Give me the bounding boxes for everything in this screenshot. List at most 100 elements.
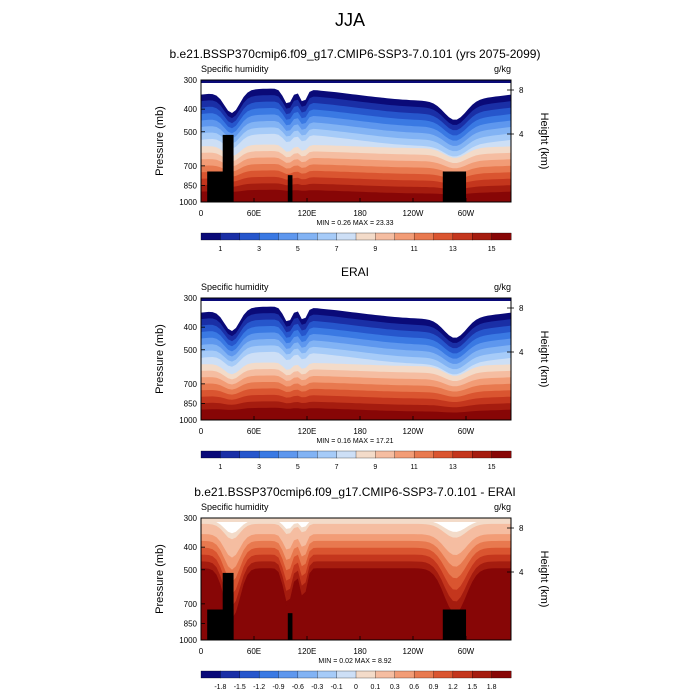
y-tick-label: 1000	[179, 198, 197, 207]
colorbar-swatch	[317, 670, 338, 679]
panel-title: b.e21.BSSP370cmip6.f09_g17.CMIP6-SSP3-7.…	[194, 485, 516, 499]
colorbar-swatch	[220, 232, 241, 241]
colorbar-swatch	[394, 232, 415, 241]
y2-tick-label: 4	[519, 348, 524, 357]
colorbar-swatch	[297, 450, 318, 459]
x-tick-label: 0	[199, 427, 204, 436]
colorbar-label: 5	[296, 246, 300, 253]
y-tick-label: 850	[184, 620, 198, 629]
colorbar-label: -1.8	[214, 684, 226, 691]
x-tick-label: 120W	[403, 427, 424, 436]
terrain-mask	[287, 175, 293, 202]
variable-label: Specific humidity	[201, 64, 269, 74]
y2-tick-label: 8	[519, 86, 524, 95]
colorbar-swatch	[375, 450, 396, 459]
colorbar-swatch	[472, 450, 493, 459]
y-tick-label: 400	[184, 543, 198, 552]
colorbar-label: -1.2	[253, 684, 265, 691]
y-tick-label: 500	[184, 566, 198, 575]
colorbar-label: 0.6	[409, 684, 419, 691]
x-tick-label: 0	[199, 647, 204, 656]
colorbar-label: -0.1	[331, 684, 343, 691]
contour-field	[201, 298, 511, 420]
colorbar-label: 13	[449, 246, 457, 253]
y-axis-label: Pressure (mb)	[154, 324, 166, 394]
panel-title: b.e21.BSSP370cmip6.f09_g17.CMIP6-SSP3-7.…	[170, 47, 541, 61]
colorbar-label: 9	[373, 246, 377, 253]
y-tick-label: 300	[184, 294, 198, 303]
colorbar-swatch	[355, 670, 376, 679]
colorbar-swatch	[433, 450, 454, 459]
y2-tick-label: 4	[519, 568, 524, 577]
colorbar-swatch	[200, 450, 221, 459]
colorbar-swatch	[317, 232, 338, 241]
y-tick-label: 1000	[179, 636, 197, 645]
y-tick-label: 850	[184, 182, 198, 191]
colorbar-swatch	[491, 450, 512, 459]
y2-axis-label: Height (km)	[538, 551, 550, 608]
colorbar-swatch	[394, 670, 415, 679]
contour-band	[201, 189, 511, 202]
colorbar-swatch	[258, 670, 279, 679]
y2-tick-label: 4	[519, 130, 524, 139]
colorbar-swatch	[239, 450, 260, 459]
contour-field	[201, 518, 511, 640]
colorbar-swatch	[375, 670, 396, 679]
colorbar: -1.8 -1.5 -1.2 -0.9 -0.6 -0.3 -0.1 0 0.1 0.3 0.6 0.…	[200, 670, 512, 691]
colorbar-swatch	[452, 450, 473, 459]
colorbar-swatch	[413, 450, 434, 459]
min-max-stats: MIN = 0.26 MAX = 23.33	[316, 220, 393, 227]
colorbar-label: 7	[335, 464, 339, 471]
plot-frame	[200, 297, 512, 421]
variable-label: Specific humidity	[201, 282, 269, 292]
contour-band	[201, 80, 511, 83]
x-tick-label: 180	[353, 427, 367, 436]
colorbar-swatch	[200, 670, 221, 679]
y-axis-label: Pressure (mb)	[154, 544, 166, 614]
colorbar-label: 0	[354, 684, 358, 691]
terrain-mask	[227, 155, 234, 202]
x-tick-label: 120E	[298, 209, 317, 218]
y-tick-label: 1000	[179, 416, 197, 425]
colorbar: 1 3 5 7 9 11 13 15	[200, 450, 512, 471]
colorbar-label: 1.5	[467, 684, 477, 691]
x-tick-label: 180	[353, 647, 367, 656]
y-tick-label: 700	[184, 600, 198, 609]
colorbar-swatch	[239, 670, 260, 679]
colorbar-label: 3	[257, 464, 261, 471]
y-tick-label: 500	[184, 128, 198, 137]
colorbar-label: 9	[373, 464, 377, 471]
colorbar-swatch	[297, 232, 318, 241]
colorbar-swatch	[220, 670, 241, 679]
y2-axis-label: Height (km)	[538, 331, 550, 388]
colorbar-swatch	[413, 670, 434, 679]
colorbar-swatch	[317, 450, 338, 459]
colorbar-label: 7	[335, 246, 339, 253]
panel-1: b.e21.BSSP370cmip6.f09_g17.CMIP6-SSP3-7.…	[154, 47, 550, 253]
y-tick-label: 850	[184, 400, 198, 409]
min-max-stats: MIN = 0.16 MAX = 17.21	[316, 438, 393, 445]
colorbar-label: 1	[218, 464, 222, 471]
colorbar-swatch	[278, 670, 299, 679]
y-axis-label: Pressure (mb)	[154, 106, 166, 176]
plot-frame	[200, 517, 512, 641]
colorbar-swatch	[491, 232, 512, 241]
colorbar-label: 1	[218, 246, 222, 253]
colorbar-swatch	[278, 450, 299, 459]
x-tick-label: 60W	[458, 209, 475, 218]
y-tick-label: 500	[184, 346, 198, 355]
x-tick-label: 60W	[458, 647, 475, 656]
y2-tick-label: 8	[519, 524, 524, 533]
colorbar-swatch	[433, 670, 454, 679]
y-tick-label: 400	[184, 323, 198, 332]
colorbar-swatch	[278, 232, 299, 241]
colorbar-label: 15	[488, 464, 496, 471]
colorbar-swatch	[336, 232, 357, 241]
colorbar-label: 0.1	[371, 684, 381, 691]
colorbar-swatch	[336, 670, 357, 679]
colorbar-label: 13	[449, 464, 457, 471]
colorbar-swatch	[200, 232, 221, 241]
colorbar-swatch	[452, 232, 473, 241]
